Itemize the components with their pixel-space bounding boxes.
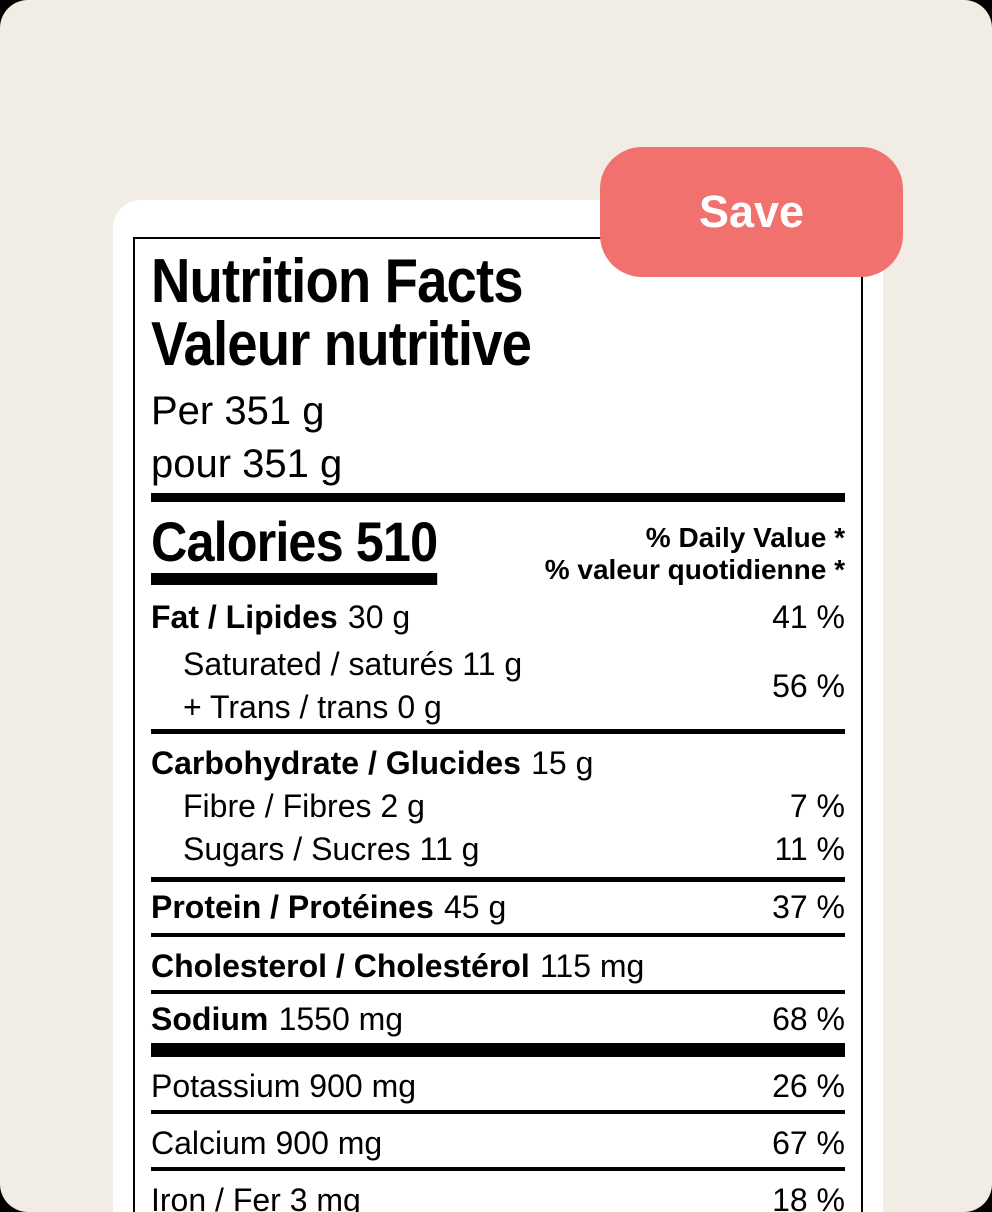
potassium-dv: 26 % [772, 1068, 845, 1104]
row-fibre: Fibre / Fibres 2 g 7 % [151, 785, 845, 828]
save-button[interactable]: Save [600, 147, 903, 277]
potassium-label: Potassium 900 mg [151, 1068, 417, 1104]
protein-dv: 37 % [772, 889, 845, 925]
divider [151, 1110, 845, 1114]
serving-size-fr: pour 351 g [151, 442, 343, 486]
cholesterol-amount: 115 mg [539, 948, 645, 984]
calcium-label: Calcium 900 mg [151, 1125, 383, 1161]
divider-thick-top [151, 493, 845, 502]
label-title: Nutrition Facts Valeur nutritive [151, 250, 762, 376]
save-button-label: Save [698, 186, 805, 237]
sodium-dv: 68 % [772, 1001, 845, 1037]
row-saturated-trans: Saturated / saturés 11 g + Trans / trans… [151, 643, 845, 729]
trans-label: + Trans / trans 0 g [183, 689, 442, 725]
serving-size-en: Per 351 g [151, 389, 325, 433]
fat-amount: 30 g [347, 599, 411, 635]
label-title-fr: Valeur nutritive [151, 310, 532, 379]
row-sugars: Sugars / Sucres 11 g 11 % [151, 828, 845, 871]
iron-label: Iron / Fer 3 mg [151, 1182, 361, 1212]
saturated-trans-dv: 56 % [772, 667, 845, 704]
protein-label: Protein / Protéines [151, 889, 434, 925]
nutrition-card: Nutrition Facts Valeur nutritive Per 351… [113, 200, 883, 1212]
divider [151, 877, 845, 882]
protein-amount: 45 g [443, 889, 507, 925]
row-sodium: Sodium 1550 mg 68 % [151, 998, 845, 1041]
sodium-amount: 1550 mg [278, 1001, 404, 1037]
calcium-dv: 67 % [772, 1125, 845, 1161]
divider [151, 990, 845, 994]
row-cholesterol: Cholesterol / Cholestérol 115 mg [151, 945, 845, 988]
row-potassium: Potassium 900 mg 26 % [151, 1065, 845, 1108]
fibre-label: Fibre / Fibres 2 g [183, 788, 425, 824]
sugars-dv: 11 % [774, 831, 845, 867]
divider [151, 729, 845, 734]
calories-section: Calories 510 % Daily Value * % valeur qu… [151, 514, 845, 586]
iron-dv: 18 % [772, 1182, 845, 1212]
nutrition-facts-table: Nutrition Facts Valeur nutritive Per 351… [133, 237, 863, 1212]
carbohydrate-label: Carbohydrate / Glucides [151, 745, 521, 781]
row-protein: Protein / Protéines 45 g 37 % [151, 886, 845, 929]
row-calcium: Calcium 900 mg 67 % [151, 1122, 845, 1165]
fibre-dv: 7 % [789, 788, 845, 824]
daily-value-header: % Daily Value * % valeur quotidienne * [531, 516, 845, 586]
daily-value-header-en: % Daily Value * [645, 522, 845, 553]
divider [151, 933, 845, 937]
divider [151, 1167, 845, 1171]
calories-value: Calories 510 [151, 514, 438, 585]
label-title-en: Nutrition Facts [151, 247, 524, 316]
saturated-label: Saturated / saturés 11 g [183, 646, 523, 682]
row-iron: Iron / Fer 3 mg 18 % [151, 1179, 845, 1212]
daily-value-header-fr: % valeur quotidienne * [544, 554, 845, 585]
sodium-label: Sodium [151, 1001, 269, 1037]
serving-size: Per 351 g pour 351 g [151, 385, 845, 491]
cholesterol-label: Cholesterol / Cholestérol [151, 948, 530, 984]
fat-label: Fat / Lipides [151, 599, 338, 635]
sugars-label: Sugars / Sucres 11 g [183, 831, 480, 867]
carbohydrate-amount: 15 g [531, 745, 594, 781]
fat-dv: 41 % [772, 599, 845, 635]
row-fat: Fat / Lipides 30 g 41 % [151, 596, 845, 639]
divider-thick-sodium [151, 1043, 845, 1057]
row-carbohydrate: Carbohydrate / Glucides 15 g [151, 742, 845, 785]
